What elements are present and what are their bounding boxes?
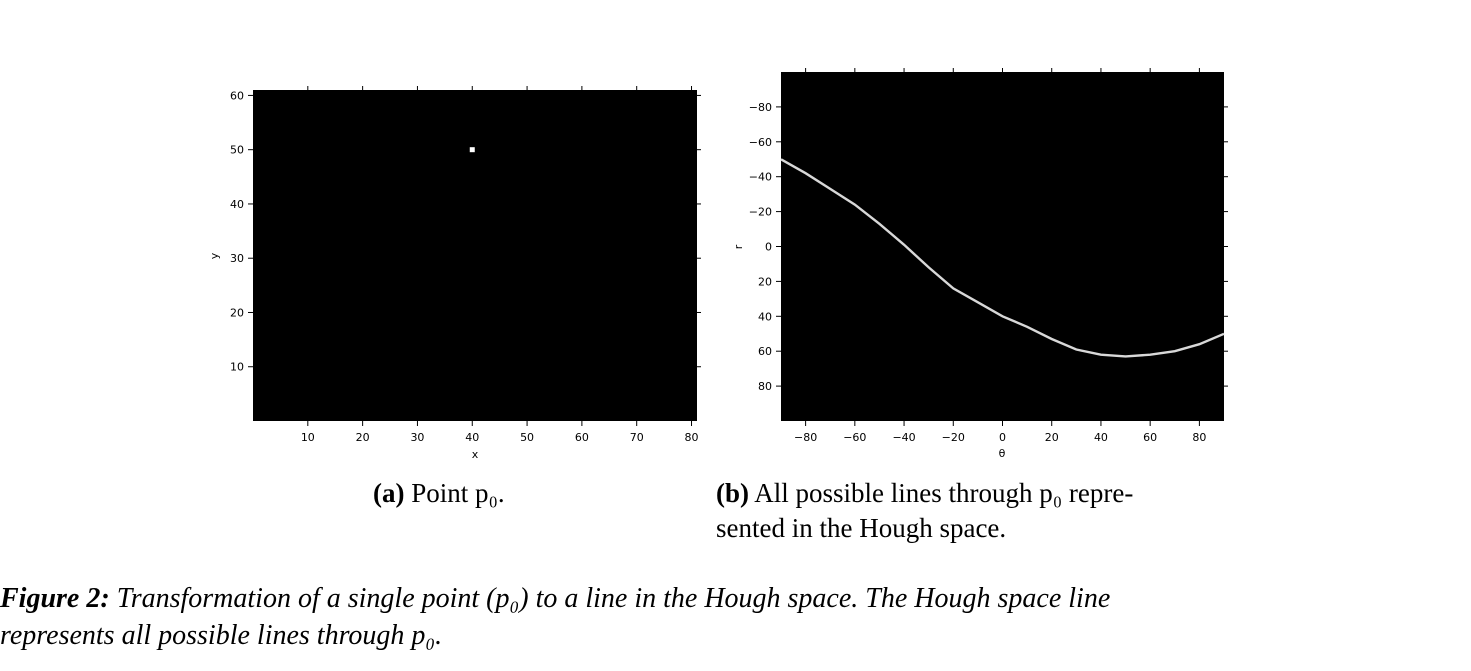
panel-b-plot-area bbox=[781, 72, 1224, 421]
panel-a-points bbox=[469, 147, 475, 153]
panel-b-chart: −80 −60 −40 −20 0 20 40 60 80 −80 −60 −40 −20 0 20 40 60… bbox=[732, 68, 1228, 460]
panel-b-x-axis-label: θ bbox=[999, 447, 1006, 460]
panel-b-x-tick-label: −60 bbox=[843, 431, 866, 444]
panel-b-x-tick-label: 80 bbox=[1192, 431, 1206, 444]
panel-b-y-tick-label: 0 bbox=[765, 241, 772, 254]
panel-a-x-tick-label: 20 bbox=[356, 431, 370, 444]
panel-b-y-tick-label: 40 bbox=[758, 310, 772, 323]
panel-a-y-tick-label: 60 bbox=[230, 89, 244, 102]
panel-b-x-tick-label: 40 bbox=[1094, 431, 1108, 444]
panel-a-x-tick-label: 70 bbox=[630, 431, 644, 444]
panel-a-y-tick-label: 30 bbox=[230, 252, 244, 265]
panel-b-y-tick-label: −20 bbox=[749, 206, 772, 219]
subfigure-b-caption: (b) All possible lines through p₀ repre-… bbox=[716, 476, 1133, 546]
panel-b-x-tick-label: −20 bbox=[942, 431, 965, 444]
subfigure-b-text-line1: All possible lines through p₀ repre- bbox=[754, 478, 1134, 508]
panel-b-y-tick-label: 20 bbox=[758, 275, 772, 288]
subfigure-b-text-line2: sented in the Hough space. bbox=[716, 513, 1007, 543]
panel-b-x-tick-label: 60 bbox=[1143, 431, 1157, 444]
subfigure-a-text: Point p₀. bbox=[411, 478, 505, 508]
panel-a-y-axis-label: y bbox=[208, 252, 221, 259]
panel-a-x-tick-label: 50 bbox=[520, 431, 534, 444]
panel-b-y-tick-label: −40 bbox=[749, 171, 772, 184]
panel-b-y-axis-label: r bbox=[732, 244, 745, 249]
panel-b-x-tick-label: −80 bbox=[794, 431, 817, 444]
panel-b-y-tick-label: 60 bbox=[758, 345, 772, 358]
figure-caption-line2: represents all possible lines through p₀… bbox=[0, 620, 443, 651]
panel-b-ticks: −80 −60 −40 −20 0 20 40 60 80 −80 −60 −40 −20 0 20 40 60… bbox=[749, 68, 1228, 444]
panel-a-x-tick-label: 80 bbox=[685, 431, 699, 444]
subfigure-a-label: (a) bbox=[373, 478, 405, 508]
panel-a-y-tick-label: 10 bbox=[230, 361, 244, 374]
data-point-p0 bbox=[469, 147, 475, 153]
panel-a-ticks: 10 20 30 40 50 60 70 80 10 20 30 40 50 60 bbox=[230, 86, 701, 444]
panel-b-x-tick-label: −40 bbox=[892, 431, 915, 444]
panel-b-y-tick-label: −60 bbox=[749, 136, 772, 149]
figure-label: Figure 2: bbox=[0, 583, 110, 614]
panel-a-x-tick-label: 10 bbox=[301, 431, 315, 444]
hough-curve bbox=[780, 158, 1225, 358]
figure-caption-line1: Transformation of a single point (p₀) to… bbox=[116, 583, 1111, 614]
panel-b-x-tick-label: 0 bbox=[999, 431, 1006, 444]
subfigure-b-label: (b) bbox=[716, 478, 749, 508]
panel-a-y-tick-label: 50 bbox=[230, 144, 244, 157]
panel-a-y-tick-label: 20 bbox=[230, 306, 244, 319]
panel-a-x-tick-label: 30 bbox=[410, 431, 424, 444]
figure-caption: Figure 2: Transformation of a single poi… bbox=[0, 580, 1450, 654]
panel-a-plot-area bbox=[253, 90, 697, 421]
panel-a-x-tick-label: 40 bbox=[465, 431, 479, 444]
panel-b-x-tick-label: 20 bbox=[1045, 431, 1059, 444]
subfigure-a-caption: (a) Point p₀. bbox=[373, 476, 505, 511]
panel-a-x-tick-label: 60 bbox=[575, 431, 589, 444]
panel-a-y-tick-label: 40 bbox=[230, 198, 244, 211]
panel-b-y-tick-label: 80 bbox=[758, 380, 772, 393]
panel-a-x-axis-label: x bbox=[472, 448, 479, 461]
panel-a-chart: 10 20 30 40 50 60 70 80 10 20 30 40 50 60 x y bbox=[208, 86, 701, 461]
panel-b-y-tick-label: −80 bbox=[749, 101, 772, 114]
